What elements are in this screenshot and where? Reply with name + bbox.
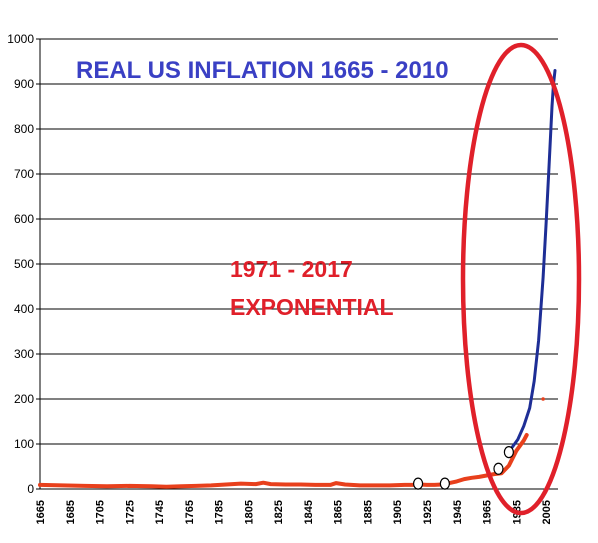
y-tick-label: 1000 bbox=[7, 32, 34, 46]
x-tick-label: 1725 bbox=[124, 500, 136, 524]
x-tick-label: 1925 bbox=[422, 500, 434, 524]
y-tick-label: 800 bbox=[14, 122, 34, 136]
x-tick-label: 1785 bbox=[214, 500, 226, 524]
x-tick-label: 1965 bbox=[482, 500, 494, 524]
data-marker bbox=[493, 462, 504, 475]
x-tick-label: 2005 bbox=[541, 500, 553, 524]
chart-title: REAL US INFLATION 1665 - 2010 bbox=[76, 57, 449, 84]
x-tick-label: 1905 bbox=[392, 500, 404, 524]
gridlines bbox=[36, 38, 558, 490]
x-tick-label: 1845 bbox=[303, 500, 315, 524]
y-tick-label: 100 bbox=[14, 437, 34, 451]
x-axis-ticks: 1665 1685 1705 1725 1745 1765 1785 1805 1825 1845… bbox=[35, 500, 553, 524]
annotation-exponential: EXPONENTIAL bbox=[230, 294, 394, 320]
data-series bbox=[38, 69, 557, 489]
x-tick-label: 1705 bbox=[95, 500, 107, 524]
y-tick-label: 200 bbox=[14, 392, 34, 406]
y-axis-ticks: 0 100 200 300 400 500 600 700 800 900 1000 bbox=[7, 32, 34, 496]
y-tick-label: 600 bbox=[14, 212, 34, 226]
data-marker bbox=[412, 477, 424, 490]
x-tick-label: 1885 bbox=[362, 500, 374, 524]
x-tick-label: 1765 bbox=[184, 500, 196, 524]
data-markers bbox=[412, 446, 514, 490]
x-tick-label: 1745 bbox=[154, 500, 166, 524]
y-tick-label: 900 bbox=[14, 77, 34, 91]
data-marker bbox=[503, 446, 514, 459]
annotation-years: 1971 - 2017 bbox=[230, 256, 353, 282]
x-tick-label: 1685 bbox=[65, 500, 77, 524]
y-tick-label: 0 bbox=[27, 482, 34, 496]
x-tick-label: 1805 bbox=[243, 500, 255, 524]
data-marker bbox=[439, 477, 450, 490]
x-tick-label: 1665 bbox=[35, 500, 47, 524]
x-tick-label: 1825 bbox=[273, 500, 285, 524]
y-tick-label: 300 bbox=[14, 347, 34, 361]
x-tick-label: 1865 bbox=[333, 500, 345, 524]
highlight-ellipse bbox=[460, 42, 582, 516]
series-line-1 bbox=[38, 433, 529, 489]
y-tick-label: 400 bbox=[14, 302, 34, 316]
y-tick-label: 700 bbox=[14, 167, 34, 181]
x-tick-label: 1945 bbox=[452, 500, 464, 524]
data-point bbox=[541, 397, 545, 401]
y-tick-label: 500 bbox=[14, 257, 34, 271]
series-line-2 bbox=[510, 69, 557, 450]
